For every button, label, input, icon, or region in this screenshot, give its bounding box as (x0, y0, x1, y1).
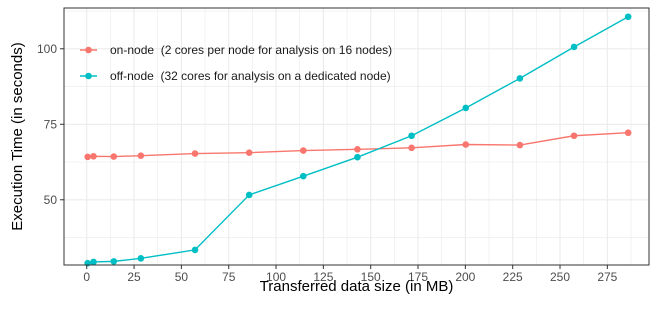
data-point-s1-3 (110, 153, 118, 160)
x-tick-label: 125 (313, 270, 333, 284)
data-point-s2-4 (137, 255, 145, 262)
x-tick-label: 0 (83, 270, 90, 284)
legend: on-node (2 cores per node for analysis o… (80, 43, 392, 83)
x-tick-label: 50 (175, 270, 189, 284)
x-tick-label: 250 (550, 270, 570, 284)
minor-gridlines (64, 8, 649, 265)
data-point-s2-5 (191, 246, 199, 254)
data-point-s2-3 (110, 258, 118, 265)
legend-key-point-2 (85, 72, 92, 80)
data-point-s1-1 (84, 153, 91, 161)
data-point-s2-13 (624, 13, 632, 21)
legend-key-point-1 (85, 46, 92, 54)
y-axis: 50 75 100 (37, 42, 64, 207)
legend-label-2: off-node (32 cores for analysis on a ded… (110, 69, 391, 83)
data-point-s2-12 (570, 43, 578, 51)
x-tick-label: 150 (361, 270, 381, 284)
data-point-s1-5 (191, 150, 199, 157)
x-tick-label: 200 (455, 270, 475, 284)
x-tick-label: 75 (222, 270, 236, 284)
data-point-s1-13 (624, 129, 632, 137)
data-point-s2-9 (408, 132, 415, 140)
y-tick-label: 75 (44, 117, 58, 131)
series-layer (84, 13, 632, 267)
y-axis-title: Execution Time (in seconds) (9, 42, 26, 230)
data-point-s1-4 (137, 152, 145, 159)
data-point-s1-10 (462, 141, 470, 148)
data-point-s2-6 (245, 191, 253, 199)
legend-label-1: on-node (2 cores per node for analysis o… (110, 43, 392, 57)
x-axis-title: Transferred data size (in MB) (260, 278, 454, 295)
data-point-s1-7 (300, 147, 307, 154)
data-point-s2-1 (84, 259, 91, 267)
x-tick-label: 25 (127, 270, 141, 284)
data-point-s1-12 (570, 132, 578, 140)
data-point-s2-11 (516, 75, 524, 82)
data-point-s2-7 (300, 172, 307, 180)
panel-background (64, 8, 649, 265)
major-gridlines (64, 8, 649, 265)
x-tick-label: 225 (503, 270, 523, 284)
panel-border (63, 7, 650, 266)
x-tick-label: 175 (408, 270, 428, 284)
x-tick-label: 275 (597, 270, 617, 284)
data-point-s1-9 (408, 144, 415, 152)
x-axis: 0 25 50 75 100 125 150 175 200 225 250 275 (83, 265, 618, 284)
data-point-s1-6 (245, 149, 253, 156)
data-point-s1-2 (90, 152, 97, 160)
data-point-s2-8 (354, 153, 361, 161)
y-tick-label: 100 (37, 42, 57, 56)
data-point-s2-10 (462, 104, 470, 112)
data-point-s1-11 (516, 141, 524, 149)
y-tick-label: 50 (44, 193, 58, 207)
x-tick-label: 100 (266, 270, 286, 284)
data-point-s2-2 (90, 258, 97, 266)
data-point-s1-8 (354, 146, 361, 153)
